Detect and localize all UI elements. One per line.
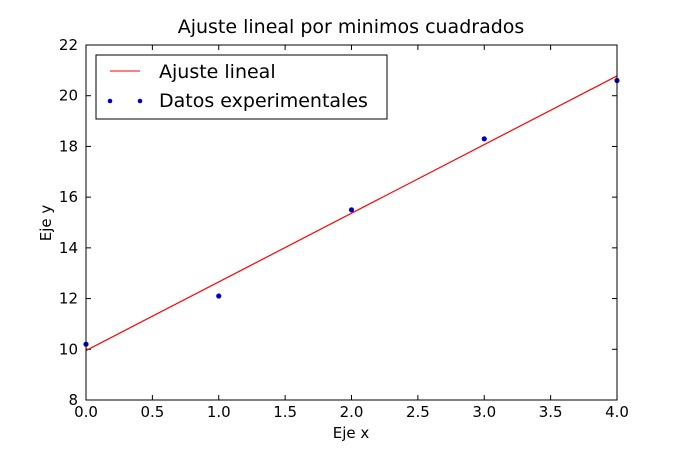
y-tick-label: 18 [59, 137, 78, 155]
legend: Ajuste lineal Datos experimentales [95, 54, 388, 120]
y-axis-label: Eje y [37, 205, 55, 242]
y-tick-label: 8 [68, 391, 78, 409]
x-axis-label: Eje x [333, 424, 370, 442]
x-tick-label: 0.0 [74, 403, 98, 421]
fit-line [85, 75, 618, 352]
axis-ticks: 0.0 0.5 1.0 1.5 2.0 2.5 3.0 3.5 4.0 8 10 12 14 16 18 20… [59, 36, 629, 421]
x-tick-label: 3.5 [539, 403, 563, 421]
x-tick-label: 2.0 [340, 403, 364, 421]
y-tick-label: 12 [59, 290, 78, 308]
data-point [481, 136, 487, 142]
x-tick-label: 3.0 [472, 403, 496, 421]
x-tick-label: 0.5 [140, 403, 164, 421]
legend-point-sample-left [107, 98, 113, 104]
y-tick-label: 10 [59, 340, 78, 358]
x-tick-label: 1.5 [273, 403, 297, 421]
chart-marks [83, 75, 620, 352]
y-tick-label: 20 [59, 87, 78, 105]
y-tick-label: 16 [59, 188, 78, 206]
legend-box [95, 54, 388, 120]
y-tick-label: 14 [59, 239, 78, 257]
legend-entry-ajuste-lineal: Ajuste lineal [159, 61, 276, 83]
x-tick-label: 2.5 [406, 403, 430, 421]
x-tick-label: 1.0 [207, 403, 231, 421]
data-point [216, 293, 222, 299]
legend-point-sample-right [137, 98, 143, 104]
chart-title: Ajuste lineal por minimos cuadrados [178, 16, 525, 38]
legend-entry-datos-experimentales: Datos experimentales [159, 90, 368, 112]
x-tick-label: 4.0 [605, 403, 629, 421]
plot-frame [85, 44, 618, 401]
data-point [348, 207, 355, 213]
y-tick-label: 22 [59, 36, 78, 54]
